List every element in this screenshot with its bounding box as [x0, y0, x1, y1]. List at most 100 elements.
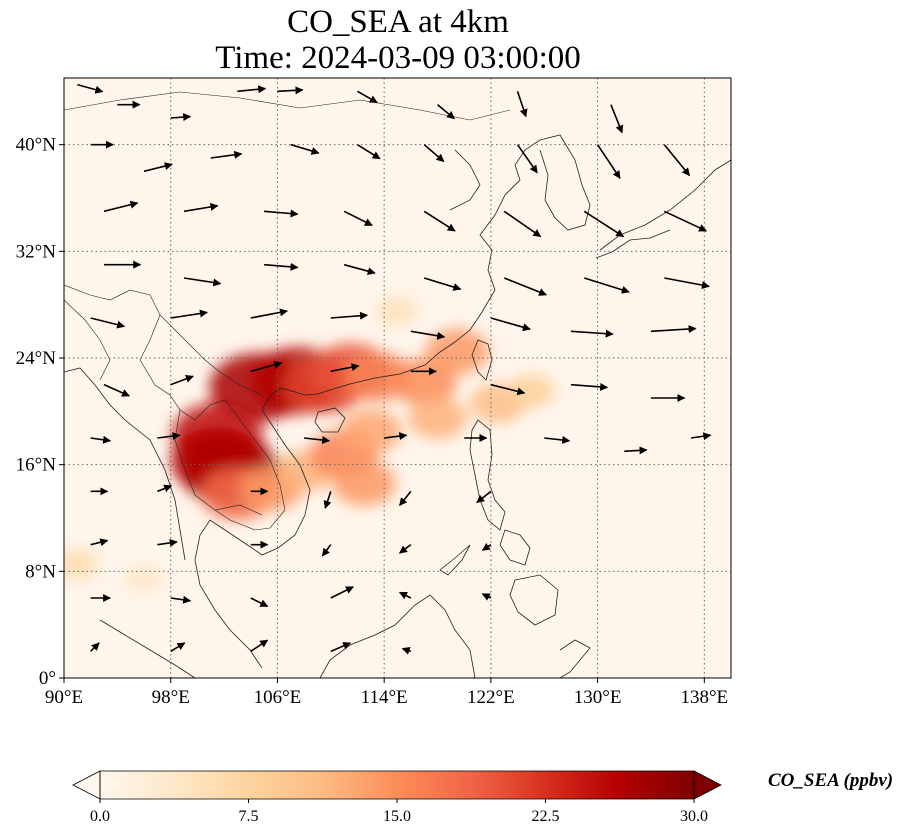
wind-arrow: [170, 309, 208, 319]
wind-arrow: [157, 538, 178, 547]
wind-arrow: [357, 143, 381, 160]
wind-arrow: [237, 85, 267, 94]
wind-arrow: [90, 435, 112, 444]
hainan-coastline: [314, 407, 346, 433]
wind-arrow: [330, 311, 368, 320]
colorbar-tick-label: 22.5: [532, 808, 560, 825]
x-tick-label: 90°E: [45, 687, 83, 708]
border-laos: [179, 399, 286, 511]
palawan-coastline: [439, 544, 471, 576]
x-tick-label: 106°E: [254, 687, 302, 708]
vietnam-coastline: [251, 409, 311, 556]
concentration-hotspot: [332, 460, 396, 506]
x-tick-label: 114°E: [361, 687, 408, 708]
wind-arrow: [343, 263, 376, 276]
wind-arrow: [157, 484, 173, 493]
concentration-hotspot: [425, 328, 490, 374]
wind-arrow: [323, 491, 332, 509]
wind-arrow: [183, 277, 222, 287]
map-frame: [63, 77, 732, 679]
x-tick-label: 122°E: [467, 687, 515, 708]
wind-arrow: [264, 209, 299, 218]
y-tick-label: 40°N: [16, 135, 57, 156]
coastlines: [64, 134, 731, 678]
wind-arrow: [250, 308, 288, 319]
wind-arrow: [503, 210, 542, 238]
wind-arrow: [650, 324, 697, 333]
wind-arrow: [663, 144, 691, 177]
wind-arrow: [330, 363, 360, 373]
wind-arrow: [277, 86, 304, 95]
luzon-coastline: [469, 419, 506, 531]
wind-arrow: [516, 144, 538, 174]
wind-arrow: [170, 595, 192, 604]
thailand-coastline: [194, 519, 263, 669]
wind-arrow: [264, 262, 299, 271]
wind-arrow: [304, 436, 331, 444]
x-tick-label: 138°E: [680, 687, 728, 708]
japan-coastline-south: [595, 229, 671, 259]
gridlines: [64, 78, 731, 678]
wind-arrow: [384, 432, 408, 441]
colorbar-tick-label: 15.0: [383, 808, 411, 825]
wind-arrow: [399, 490, 412, 506]
wind-vectors: [77, 83, 712, 655]
wind-arrow: [423, 277, 462, 291]
concentration-hotspot: [506, 374, 555, 409]
wind-arrow: [584, 277, 630, 294]
visayas-coastline: [499, 529, 531, 566]
wind-arrow: [476, 490, 492, 504]
wind-arrow: [357, 90, 378, 104]
wind-arrow: [157, 432, 181, 441]
wind-arrow: [250, 360, 283, 373]
wind-arrow: [410, 330, 446, 340]
wind-arrow: [437, 104, 455, 120]
axis-ticks: 90°E 98°E 106°E 114°E 122°E 130°E 138°E 0° 8°N 16…: [16, 135, 729, 708]
wind-arrow: [596, 144, 621, 179]
borneo-coastline: [319, 594, 476, 678]
concentration-hotspot: [340, 409, 402, 454]
myanmar-coastline: [94, 384, 186, 561]
border-india: [64, 299, 111, 381]
colorbar-tick-label: 0.0: [90, 808, 110, 825]
korea-coastline: [539, 134, 591, 231]
x-tick-label: 98°E: [152, 687, 190, 708]
colorbar-extend-high: [693, 770, 722, 800]
wind-arrow: [321, 544, 332, 557]
wind-arrow: [516, 91, 528, 118]
border-china-south: [64, 284, 263, 396]
wind-arrow: [570, 329, 614, 338]
wind-arrow: [170, 375, 194, 386]
wind-arrow: [490, 317, 531, 332]
wind-arrow: [490, 383, 526, 396]
wind-arrow: [77, 83, 104, 94]
colorbar-label: CO_SEA (ppbv): [768, 770, 894, 791]
concentration-hotspot: [124, 564, 164, 592]
colorbar-tick-label: 7.5: [239, 808, 259, 825]
concentration-hotspot: [64, 549, 99, 581]
wind-arrow: [290, 143, 320, 155]
border-cambodia: [214, 509, 286, 531]
wind-arrow: [690, 432, 712, 441]
sulawesi-coastline: [559, 639, 591, 678]
china-coastline: [261, 139, 541, 411]
country-borders: [64, 91, 511, 531]
wind-arrow: [183, 202, 219, 213]
concentration-hotspot: [408, 397, 467, 439]
y-tick-label: 16°N: [16, 455, 57, 476]
wind-arrow: [544, 436, 571, 444]
y-tick-label: 8°N: [25, 561, 56, 582]
wind-arrow: [103, 383, 130, 397]
wind-arrow: [170, 642, 186, 653]
china-inland-coastline: [449, 149, 481, 211]
y-tick-label: 32°N: [16, 241, 57, 262]
wind-arrow: [399, 544, 412, 554]
wind-arrow: [503, 277, 547, 296]
y-tick-label: 0°: [39, 668, 56, 689]
wind-arrow: [423, 144, 445, 163]
wind-arrow: [481, 542, 492, 551]
wind-arrow: [90, 642, 100, 652]
colorbar-gradient: [100, 771, 694, 799]
wind-arrow: [210, 150, 243, 159]
